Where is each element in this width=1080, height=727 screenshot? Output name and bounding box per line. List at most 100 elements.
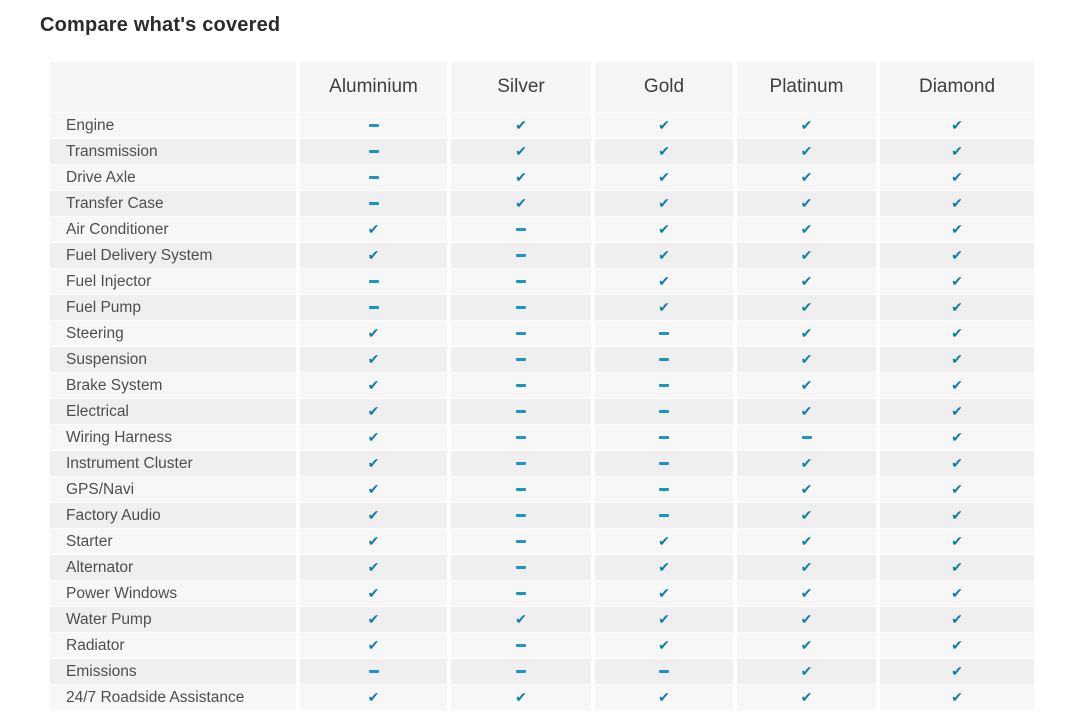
row-label-power-windows: Power Windows [50,581,296,606]
cell-alternator-gold: ✔ [595,555,733,580]
row-label-emissions: Emissions [50,659,296,684]
row-label-brake-system: Brake System [50,373,296,398]
cell-gps-navi-platinum: ✔ [737,477,876,502]
check-icon: ✔ [367,402,380,419]
check-icon: ✔ [800,454,813,471]
check-icon: ✔ [951,376,963,393]
dash-icon [368,124,379,127]
check-icon: ✔ [951,532,963,549]
check-icon: ✔ [800,298,813,315]
cell-instrument-cluster-diamond: ✔ [880,451,1034,476]
cell-transmission-diamond: ✔ [880,139,1034,164]
check-icon: ✔ [515,688,527,705]
check-icon: ✔ [658,610,670,627]
row-label-suspension: Suspension [50,347,296,372]
dash-icon [659,384,669,387]
row-label-fuel-injector: Fuel Injector [50,269,296,294]
cell-fuel-delivery-system-silver [451,243,591,268]
cell-air-conditioner-platinum: ✔ [737,217,876,242]
check-icon: ✔ [800,246,813,263]
row-label-electrical: Electrical [50,399,296,424]
column-header-silver: Silver [451,62,591,112]
cell-wiring-harness-silver [451,425,591,450]
cell-factory-audio-aluminium: ✔ [300,503,447,528]
check-icon: ✔ [951,168,963,185]
cell-fuel-delivery-system-gold: ✔ [595,243,733,268]
dash-icon [516,592,526,595]
cell-instrument-cluster-platinum: ✔ [737,451,876,476]
check-icon: ✔ [951,142,963,159]
check-icon: ✔ [800,220,813,237]
check-icon: ✔ [515,194,527,211]
cell-electrical-diamond: ✔ [880,399,1034,424]
check-icon: ✔ [951,324,963,341]
column-header-aluminium: Aluminium [300,62,447,112]
dash-icon [516,436,526,439]
check-icon: ✔ [367,454,380,471]
cell-24-7-roadside-assistance-silver: ✔ [451,685,591,710]
cell-alternator-silver [451,555,591,580]
dash-icon [659,488,669,491]
cell-steering-gold [595,321,733,346]
cell-24-7-roadside-assistance-aluminium: ✔ [300,685,447,710]
check-icon: ✔ [951,428,963,445]
cell-radiator-platinum: ✔ [737,633,876,658]
cell-steering-aluminium: ✔ [300,321,447,346]
check-icon: ✔ [658,142,670,159]
cell-water-pump-silver: ✔ [451,607,591,632]
dash-icon [516,228,526,231]
cell-alternator-diamond: ✔ [880,555,1034,580]
check-icon: ✔ [367,246,380,263]
check-icon: ✔ [367,324,380,341]
row-label-transfer-case: Transfer Case [50,191,296,216]
cell-air-conditioner-gold: ✔ [595,217,733,242]
cell-brake-system-diamond: ✔ [880,373,1034,398]
check-icon: ✔ [658,116,670,133]
cell-brake-system-gold [595,373,733,398]
dash-icon [659,332,669,335]
check-icon: ✔ [658,532,670,549]
check-icon: ✔ [800,688,813,705]
cell-fuel-delivery-system-diamond: ✔ [880,243,1034,268]
cell-engine-aluminium [300,113,447,138]
cell-air-conditioner-silver [451,217,591,242]
check-icon: ✔ [367,506,380,523]
cell-suspension-platinum: ✔ [737,347,876,372]
check-icon: ✔ [951,298,963,315]
cell-water-pump-platinum: ✔ [737,607,876,632]
check-icon: ✔ [658,272,670,289]
cell-radiator-aluminium: ✔ [300,633,447,658]
dash-icon [516,514,526,517]
check-icon: ✔ [367,480,380,497]
cell-alternator-platinum: ✔ [737,555,876,580]
cell-starter-platinum: ✔ [737,529,876,554]
dash-icon [516,566,526,569]
check-icon: ✔ [800,324,813,341]
cell-fuel-pump-aluminium [300,295,447,320]
dash-icon [659,670,669,673]
dash-icon [516,306,526,309]
check-icon: ✔ [658,168,670,185]
cell-fuel-injector-silver [451,269,591,294]
check-icon: ✔ [367,688,380,705]
cell-transfer-case-diamond: ✔ [880,191,1034,216]
cell-suspension-diamond: ✔ [880,347,1034,372]
dash-icon [659,436,669,439]
cell-fuel-injector-platinum: ✔ [737,269,876,294]
check-icon: ✔ [800,558,813,575]
dash-icon [516,280,526,283]
check-icon: ✔ [800,636,813,653]
check-icon: ✔ [515,610,527,627]
cell-fuel-injector-aluminium [300,269,447,294]
check-icon: ✔ [800,350,813,367]
cell-emissions-gold [595,659,733,684]
check-icon: ✔ [800,480,813,497]
cell-engine-platinum: ✔ [737,113,876,138]
cell-electrical-gold [595,399,733,424]
cell-24-7-roadside-assistance-gold: ✔ [595,685,733,710]
cell-factory-audio-gold [595,503,733,528]
cell-brake-system-platinum: ✔ [737,373,876,398]
check-icon: ✔ [951,636,963,653]
check-icon: ✔ [951,194,963,211]
row-label-transmission: Transmission [50,139,296,164]
